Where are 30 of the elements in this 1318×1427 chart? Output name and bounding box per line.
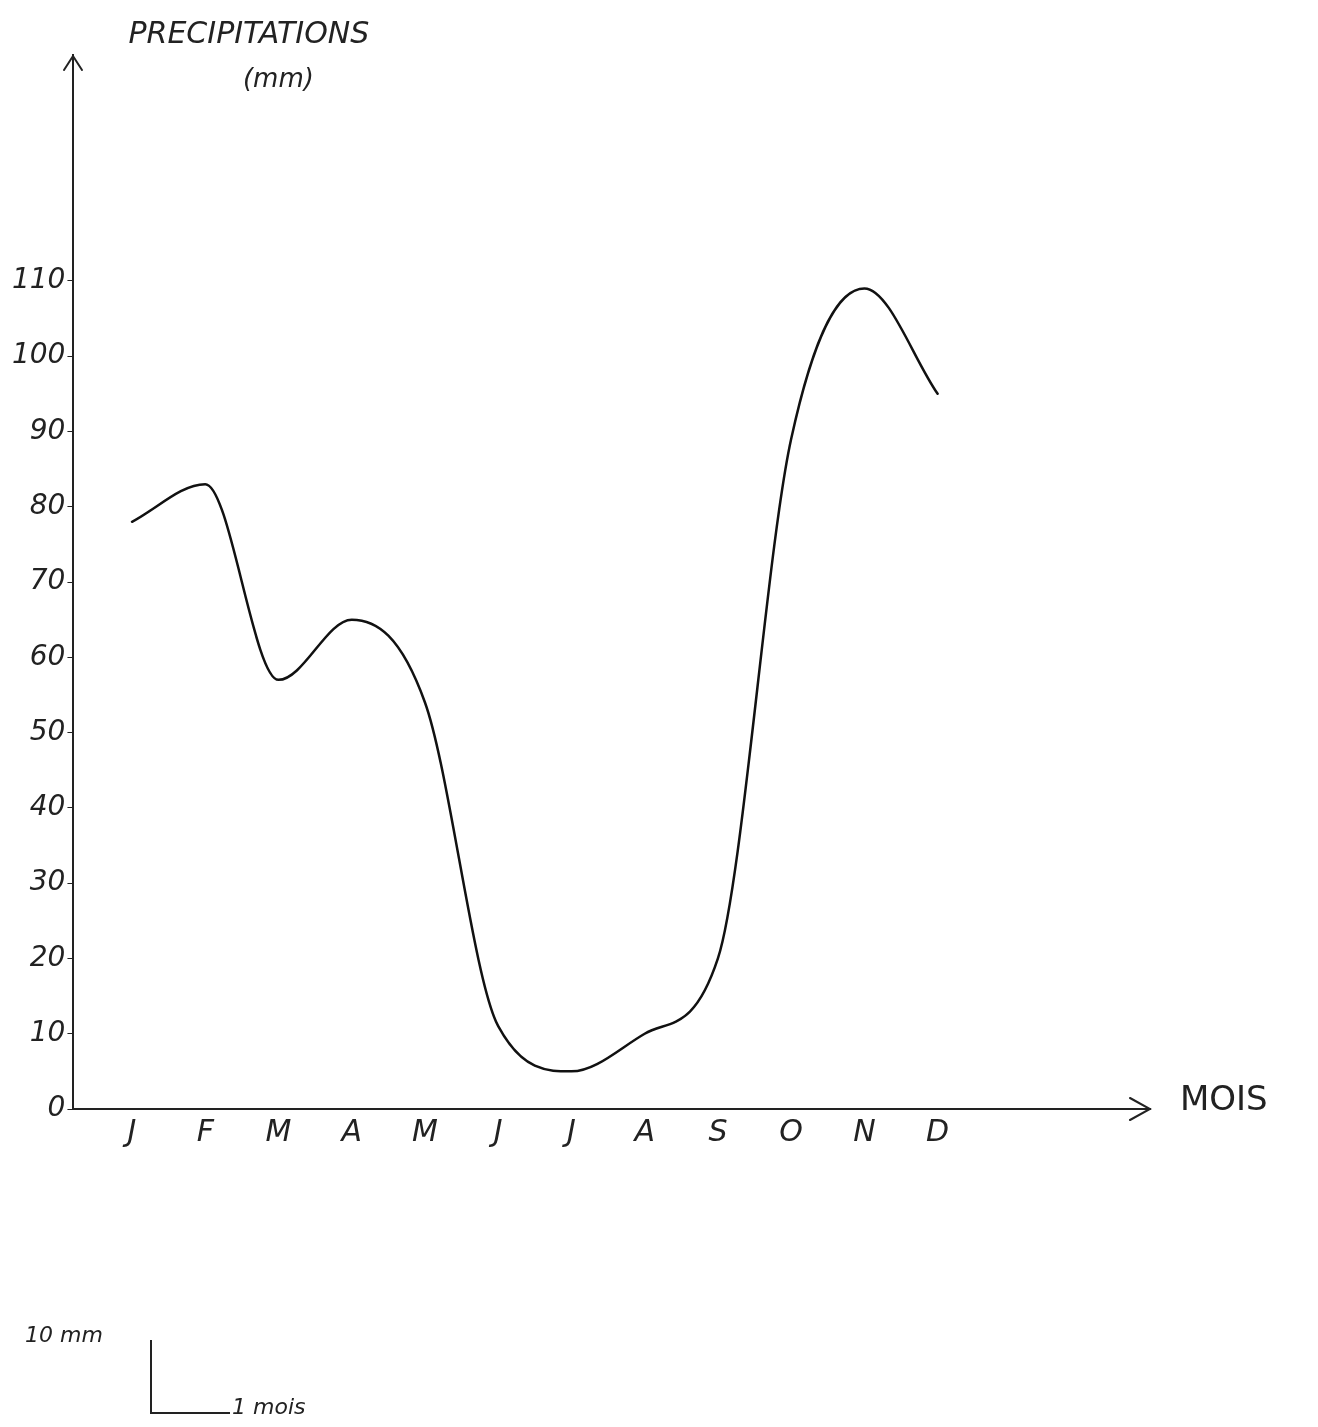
text: MOIS [1180, 1078, 1268, 1118]
y-tick-label: 110 [11, 262, 66, 296]
y-tick-label: 0 [47, 1090, 66, 1124]
x-tick-label: J [562, 1112, 576, 1148]
y-tick-label: 90 [29, 412, 66, 446]
line-series [130, 287, 939, 1073]
x-tick-label: J [122, 1112, 137, 1148]
y-tick-label: 40 [29, 789, 66, 823]
y-tick-label: 30 [29, 864, 66, 898]
y-tick-label: 10 [29, 1015, 66, 1048]
chart-title: PRECIPITATIONS [128, 14, 370, 50]
y-tick-label: 100 [11, 337, 66, 371]
x-tick-label: A [339, 1112, 362, 1148]
y-tick-label: 60 [29, 638, 66, 672]
y-tick-label: 50 [29, 713, 66, 747]
x-tick-label: M [412, 1112, 439, 1148]
text: 1 mois [232, 1394, 306, 1419]
y-axis-title: (mm) [242, 62, 314, 93]
x-tick-label: S [708, 1112, 728, 1148]
y-tick-label: 80 [29, 488, 66, 521]
y-tick-label: 70 [29, 563, 66, 597]
x-tick-label: N [853, 1112, 876, 1148]
y-tick-label: 20 [29, 939, 66, 973]
x-tick-label: M [265, 1112, 292, 1148]
text: 10 mm [25, 1322, 103, 1347]
x-tick-label: A [632, 1112, 655, 1148]
x-tick-label: O [779, 1112, 803, 1148]
x-tick-label: F [196, 1112, 215, 1148]
x-tick-label: J [488, 1112, 503, 1148]
x-tick-label: D [926, 1112, 950, 1148]
